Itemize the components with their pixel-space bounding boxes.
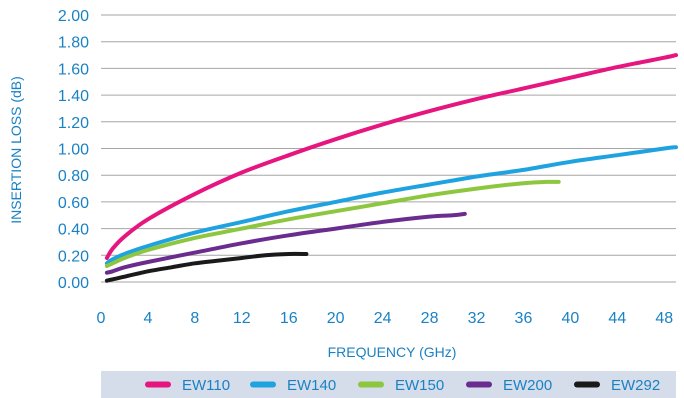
x-tick-label: 40 <box>561 310 579 327</box>
y-tick-label: 1.60 <box>58 61 89 78</box>
legend-label-ew110: EW110 <box>182 377 230 394</box>
legend-label-ew150: EW150 <box>395 377 444 394</box>
x-tick-label: 16 <box>280 310 298 327</box>
y-tick-label: 0.00 <box>58 275 89 292</box>
series-line-ew110 <box>104 53 678 260</box>
x-tick-label: 24 <box>374 310 392 327</box>
y-axis-title: INSERTION LOSS (dB) <box>8 76 24 224</box>
y-tick-label: 0.60 <box>58 195 89 212</box>
y-tick-label: 1.80 <box>58 35 89 52</box>
legend-label-ew292: EW292 <box>611 377 660 394</box>
x-axis-title: FREQUENCY (GHz) <box>328 344 457 360</box>
x-tick-label: 8 <box>190 310 199 327</box>
y-tick-label: 0.20 <box>58 248 89 265</box>
x-tick-label: 20 <box>327 310 345 327</box>
x-tick-label: 36 <box>515 310 533 327</box>
y-tick-label: 0.80 <box>58 168 89 185</box>
legend-label-ew200: EW200 <box>503 377 552 394</box>
grid <box>101 14 676 283</box>
legend: EW110 EW140 EW150 EW200 EW292 <box>145 377 660 394</box>
y-tick-label: 0.40 <box>58 222 89 239</box>
legend-label-ew140: EW140 <box>287 377 336 394</box>
series-line-ew140 <box>104 145 678 266</box>
x-tick-label: 4 <box>143 310 152 327</box>
series-lines <box>104 53 678 283</box>
y-tick-label: 1.40 <box>58 88 89 105</box>
y-tick-label: 1.00 <box>58 142 89 159</box>
y-tick-label: 2.00 <box>58 8 89 25</box>
x-axis-ticks: 0 4 8 12 16 20 24 28 32 36 40 44 48 <box>97 310 674 327</box>
x-tick-label: 12 <box>233 310 251 327</box>
y-axis-ticks: 0.00 0.20 0.40 0.60 0.80 1.00 1.20 1.40 1.60 1.80… <box>58 8 89 292</box>
series-line-ew292 <box>104 251 309 283</box>
series-line-ew200 <box>104 211 467 275</box>
series-line-ew150 <box>104 179 561 268</box>
x-tick-label: 32 <box>468 310 486 327</box>
x-tick-label: 28 <box>421 310 439 327</box>
x-tick-label: 48 <box>655 310 673 327</box>
x-tick-label: 0 <box>97 310 106 327</box>
y-tick-label: 1.20 <box>58 115 89 132</box>
x-tick-label: 44 <box>608 310 626 327</box>
